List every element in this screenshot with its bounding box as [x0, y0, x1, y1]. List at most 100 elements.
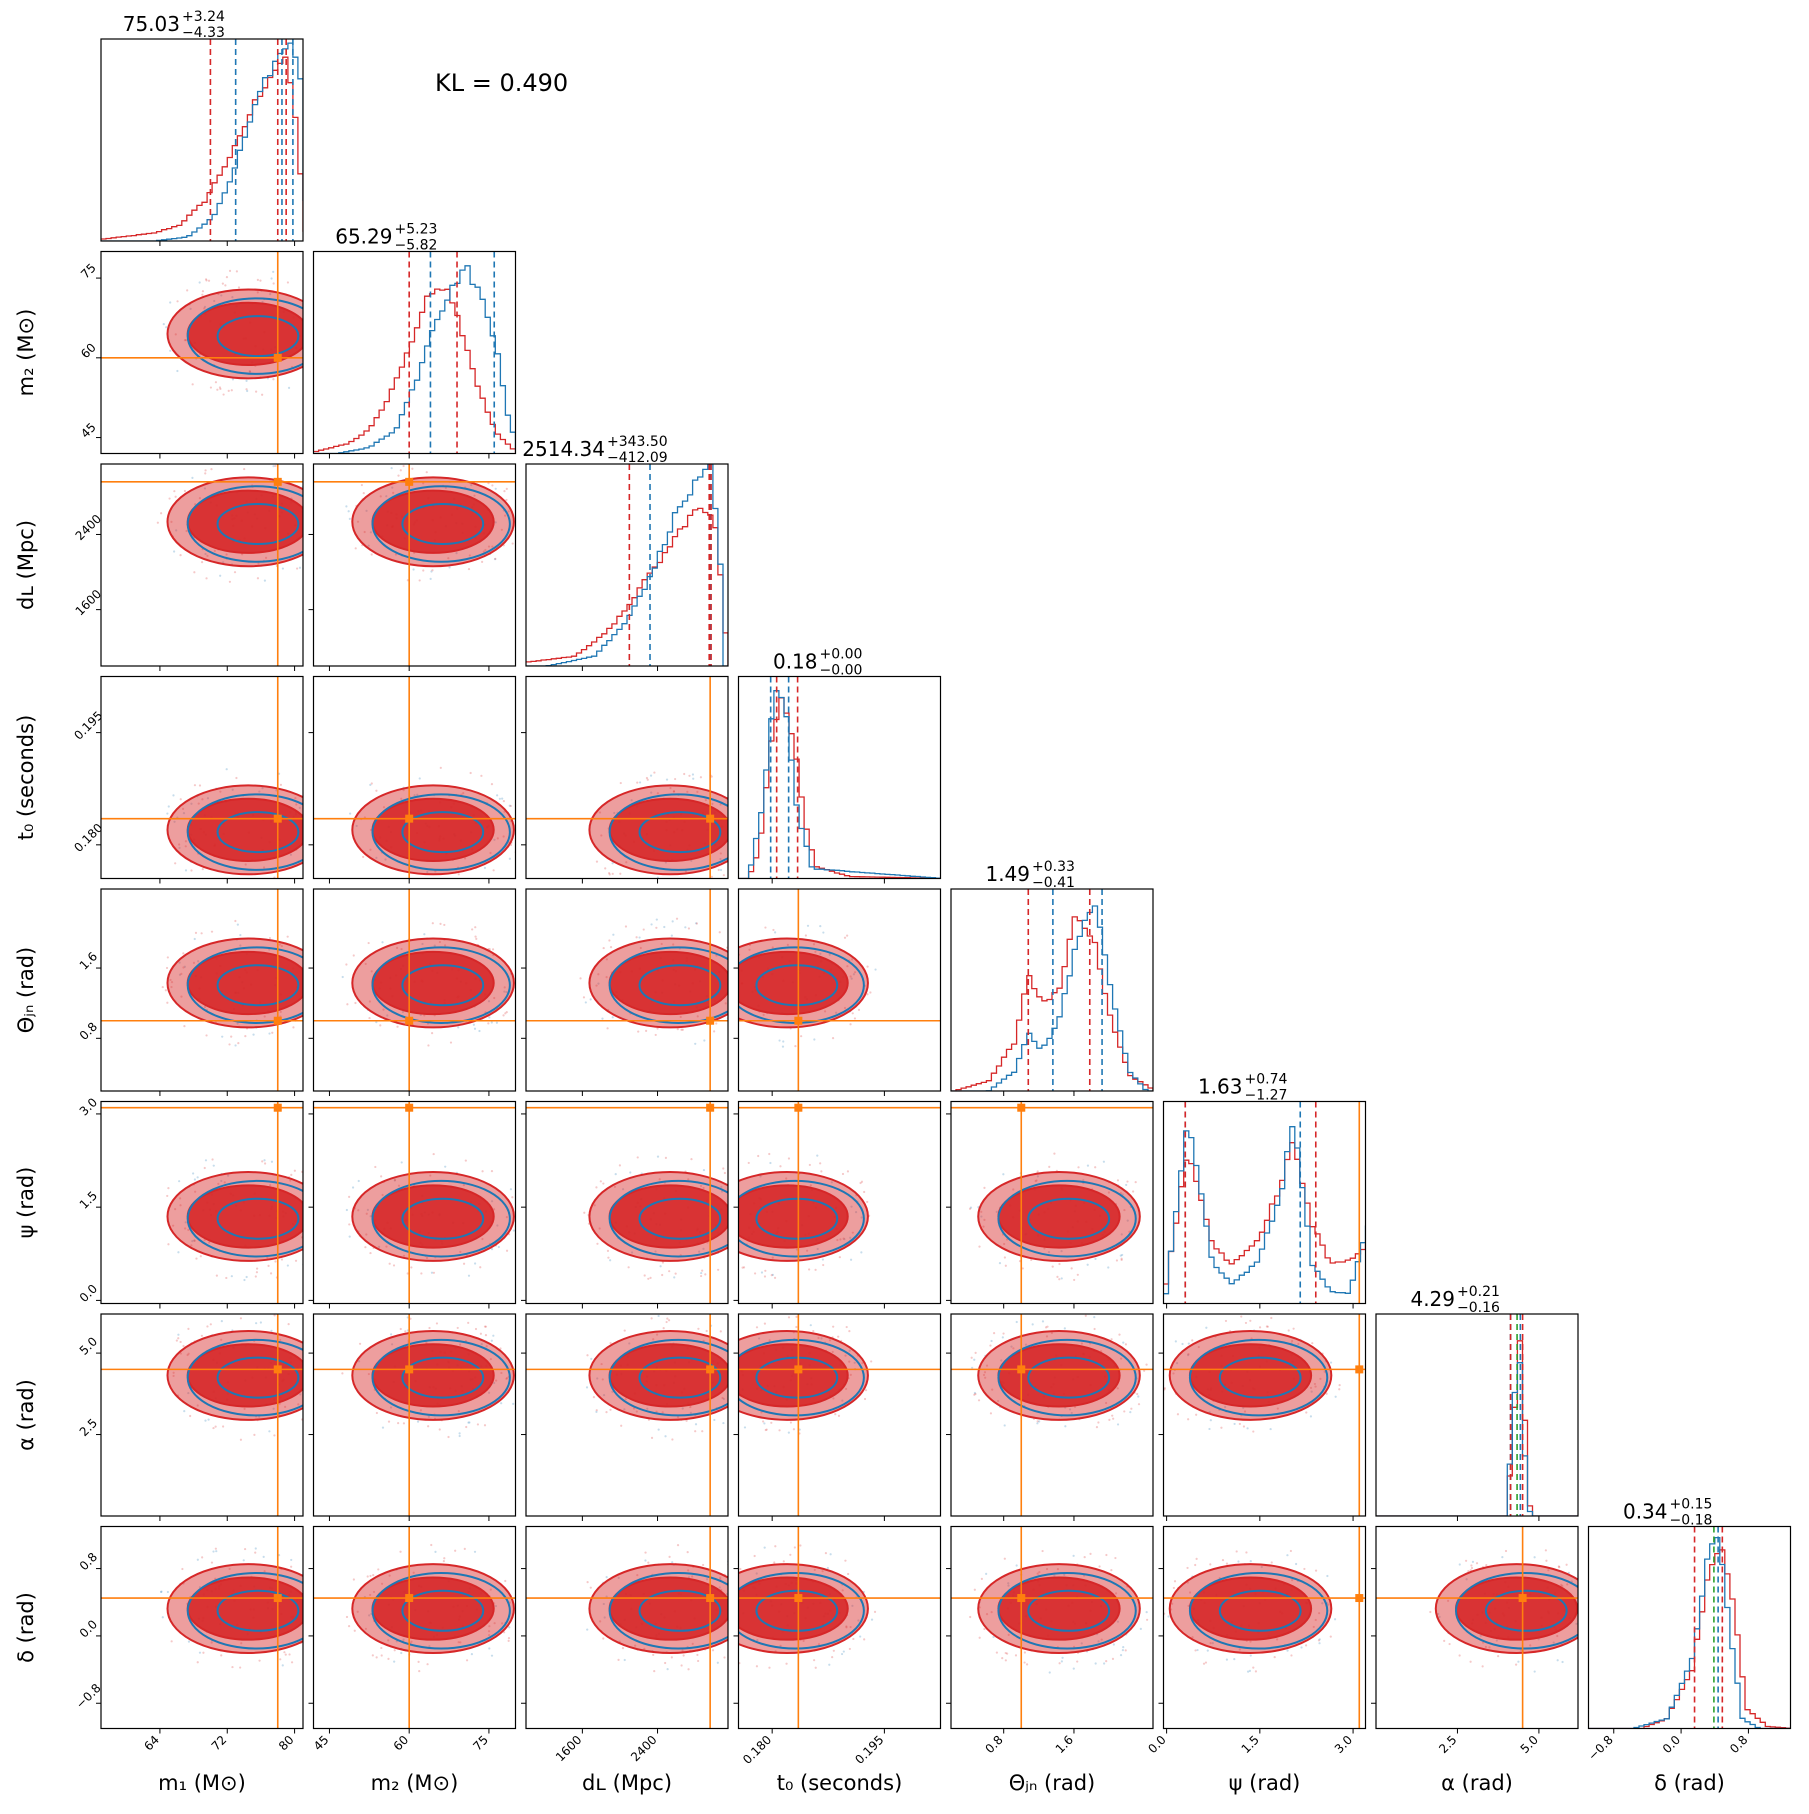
scatter-point — [609, 1408, 612, 1411]
scatter-point — [1602, 1590, 1604, 1592]
scatter-point — [1533, 1670, 1536, 1673]
scatter-point — [275, 789, 278, 792]
scatter-point — [996, 1399, 1000, 1403]
scatter-point — [1286, 1649, 1289, 1652]
panel-content — [1376, 1314, 1578, 1516]
scatter-point — [1338, 1388, 1341, 1391]
panel-frame — [312, 250, 517, 455]
scatter-point — [969, 1206, 973, 1209]
scatter-point — [210, 1561, 214, 1564]
x-tick-label: 0.0 — [1145, 1733, 1168, 1756]
scatter-point — [736, 1364, 738, 1366]
scatter-point — [601, 1017, 604, 1020]
scatter-point — [1119, 1254, 1122, 1257]
scatter-point — [245, 379, 248, 382]
scatter-point — [473, 494, 476, 497]
panel-content — [526, 1314, 738, 1516]
scatter-point — [252, 1033, 255, 1036]
scatter-point — [1273, 1656, 1276, 1659]
scatter-point — [734, 868, 736, 870]
scatter-point — [1103, 1662, 1106, 1665]
scatter-point — [427, 1044, 430, 1047]
scatter-point — [1094, 1166, 1097, 1169]
scatter-point — [789, 1421, 793, 1424]
scatter-point — [619, 872, 622, 875]
scatter-point — [488, 1016, 491, 1019]
scatter-point — [311, 1650, 313, 1652]
scatter-point — [156, 521, 159, 524]
scatter-point — [319, 1611, 321, 1613]
scatter-point — [327, 1196, 329, 1198]
scatter-point — [317, 1010, 319, 1012]
scatter-point — [213, 299, 216, 303]
panel-content — [313, 1526, 516, 1729]
histogram-series-b — [1163, 1126, 1366, 1295]
scatter-point — [863, 1190, 866, 1194]
scatter-point — [183, 489, 187, 493]
scatter-point — [516, 991, 518, 993]
scatter-point — [1206, 1649, 1209, 1652]
panel-content — [738, 676, 941, 879]
scatter-point — [1448, 1642, 1451, 1646]
panel-frame — [100, 1313, 304, 1517]
scatter-point — [1248, 1669, 1252, 1672]
contour-outer-b — [371, 946, 511, 1024]
scatter-point — [816, 1247, 819, 1251]
scatter-point — [179, 1352, 183, 1355]
scatter-point — [1105, 1553, 1108, 1557]
scatter-point — [1479, 1634, 1482, 1637]
scatter-point — [248, 370, 252, 373]
contour-outer-b — [608, 1179, 728, 1258]
scatter-point — [180, 972, 183, 975]
scatter-point — [309, 1172, 311, 1174]
contour-inner-b — [1027, 1356, 1111, 1399]
scatter-point — [303, 1005, 305, 1007]
x-axis-label-t0: t₀ (seconds) — [777, 1771, 903, 1795]
scatter-point — [292, 1026, 295, 1029]
truth-marker — [405, 1365, 414, 1374]
scatter-point — [283, 1651, 286, 1654]
scatter-point — [603, 1616, 606, 1619]
scatter-point — [211, 883, 213, 885]
scatter-point — [322, 1621, 324, 1623]
scatter-point — [653, 771, 656, 774]
scatter-point — [1270, 1561, 1273, 1564]
scatter-point — [762, 1013, 765, 1016]
scatter-point — [364, 1246, 367, 1249]
scatter-point — [1095, 1426, 1099, 1429]
scatter-point — [429, 577, 432, 580]
scatter-point — [183, 338, 187, 342]
scatter-point — [508, 857, 511, 860]
scatter-point — [1317, 1639, 1321, 1642]
scatter-point — [1048, 1165, 1051, 1168]
scatter-point — [507, 1639, 510, 1642]
scatter-point — [187, 1640, 191, 1643]
scatter-point — [392, 1264, 396, 1267]
scatter-point — [743, 1426, 747, 1429]
panel-content — [313, 676, 516, 879]
scatter-point — [597, 973, 600, 976]
scatter-point — [768, 1152, 771, 1156]
scatter-point — [1175, 1362, 1179, 1365]
scatter-point — [795, 1248, 799, 1251]
scatter-point — [729, 983, 731, 985]
scatter-point — [684, 870, 687, 873]
scatter-point — [1187, 1353, 1190, 1356]
scatter-point — [369, 783, 372, 786]
truth-marker — [405, 1103, 414, 1112]
panel-frame — [737, 1313, 942, 1517]
x-tick-label: 75 — [470, 1733, 491, 1754]
contour-inner-b — [755, 1356, 839, 1399]
marginal-title-value: 75.03 — [123, 12, 180, 36]
scatter-point — [694, 922, 698, 925]
scatter-point — [333, 1001, 335, 1003]
scatter-point — [819, 925, 822, 928]
histogram-series-b — [313, 265, 516, 454]
truth-marker — [273, 353, 282, 362]
scatter-point — [467, 1321, 470, 1324]
histogram-series-a — [951, 916, 1153, 1091]
scatter-point — [198, 281, 201, 284]
contour-inner-b — [216, 503, 300, 546]
scatter-point — [1171, 1602, 1174, 1605]
